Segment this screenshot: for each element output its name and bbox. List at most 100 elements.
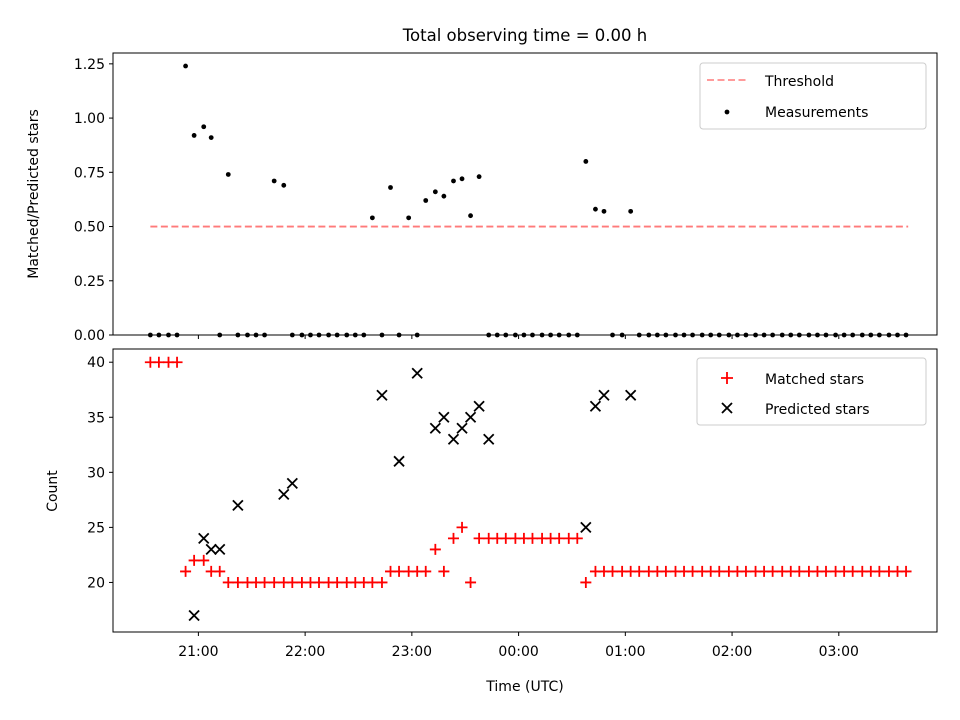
matched-star-point <box>873 565 885 577</box>
matched-star-point <box>526 532 538 544</box>
measurement-point <box>459 176 465 182</box>
predicted-star-point <box>198 532 210 545</box>
matched-star-point <box>366 576 378 588</box>
legend-predicted-label: Predicted stars <box>765 402 870 418</box>
measurement-point <box>423 198 429 203</box>
measurement-point <box>281 182 287 188</box>
top-legend-box <box>699 62 927 130</box>
matched-star-point <box>180 565 192 577</box>
top-panel: 0.00 0.25 0.50 0.75 1.00 1.25 Matched/Predict… <box>26 52 938 344</box>
x-axis-label: Time (UTC) <box>485 679 563 695</box>
measurement-point <box>208 135 214 141</box>
bottom-x-tick-label: 00:00 <box>498 644 538 660</box>
bottom-y-tick-label: 30 <box>87 465 105 481</box>
bottom-plot-area <box>144 356 912 622</box>
matched-star-point <box>713 565 725 577</box>
matched-star-point <box>376 576 388 588</box>
measurement-point <box>183 63 188 69</box>
matched-star-point <box>447 532 459 544</box>
matched-star-point <box>188 554 200 566</box>
bottom-x-tick-label: 03:00 <box>819 644 859 660</box>
predicted-star-point <box>188 609 200 622</box>
bottom-legend: Matched stars Predicted stars <box>696 357 927 426</box>
bottom-y-tick-label: 25 <box>87 520 105 536</box>
predicted-star-point <box>580 521 592 534</box>
matched-star-point <box>286 576 298 588</box>
bottom-x-tick-label: 23:00 <box>392 644 432 660</box>
chart-title: Total observing time = 0.00 h <box>402 26 647 45</box>
predicted-star-point <box>456 422 468 434</box>
measurement-point <box>468 213 473 219</box>
predicted-star-point <box>278 488 290 500</box>
top-y-axis: 0.00 0.25 0.50 0.75 1.00 1.25 <box>74 57 113 344</box>
matched-star-point <box>429 543 441 555</box>
legend-predicted-swatch <box>721 402 733 414</box>
predicted-star-point <box>411 367 423 379</box>
predicted-star-point <box>483 433 495 445</box>
top-y-axis-label: Matched/Predicted stars <box>26 109 42 279</box>
legend-threshold-label: Threshold <box>764 74 834 90</box>
predicted-star-point <box>205 543 217 556</box>
legend-matched-label: Matched stars <box>765 372 864 388</box>
matched-star-point <box>393 565 405 577</box>
bottom-x-tick-label: 21:00 <box>178 644 218 660</box>
predicted-star-point <box>473 400 485 412</box>
legend-measurements-swatch <box>724 109 730 115</box>
predicted-star-point <box>214 543 226 556</box>
legend-matched-swatch <box>721 372 733 384</box>
bottom-x-tick-label: 02:00 <box>712 644 752 660</box>
matched-star-point <box>793 565 805 577</box>
matched-star-point <box>465 576 477 588</box>
top-y-tick-label: 1.00 <box>74 111 105 127</box>
top-y-tick-label: 0.75 <box>74 165 105 181</box>
matched-star-point <box>580 576 592 588</box>
matched-star-point <box>607 565 619 577</box>
predicted-star-point <box>232 499 244 512</box>
matched-star-point <box>456 521 468 533</box>
predicted-star-point <box>438 411 450 423</box>
predicted-star-point <box>447 433 460 445</box>
matched-star-point <box>687 565 699 577</box>
bottom-y-tick-label: 40 <box>87 355 105 371</box>
measurement-point <box>225 172 231 177</box>
matched-star-point <box>198 554 210 566</box>
measurement-point <box>593 206 598 212</box>
bottom-panel: 20 25 30 35 40 21:00 22:00 23:00 00:00 01:00 02:0… <box>45 348 938 695</box>
matched-star-point <box>473 532 485 544</box>
bottom-y-tick-label: 35 <box>87 410 105 426</box>
top-y-tick-label: 0.00 <box>74 328 105 344</box>
top-legend: Threshold Measurements <box>699 62 927 130</box>
predicted-star-point <box>286 477 298 489</box>
matched-star-point <box>222 576 234 588</box>
predicted-star-point <box>464 411 477 423</box>
bottom-x-tick-label: 22:00 <box>285 644 325 660</box>
matched-star-point <box>171 356 183 368</box>
matched-star-point <box>571 532 583 544</box>
predicted-star-point <box>589 400 602 412</box>
top-y-tick-label: 0.25 <box>74 274 105 290</box>
bottom-y-axis-label: Count <box>45 470 61 512</box>
measurement-point <box>191 133 197 138</box>
measurement-point <box>583 159 589 164</box>
matched-star-point <box>660 565 672 577</box>
matched-star-point <box>438 565 450 577</box>
measurement-point <box>369 215 375 221</box>
measurement-point <box>388 185 393 190</box>
measurement-point <box>476 174 482 180</box>
matched-star-point <box>313 576 325 588</box>
measurement-point <box>201 124 207 130</box>
measurement-point <box>601 208 607 214</box>
bottom-axes-frame <box>112 348 938 633</box>
predicted-star-point <box>393 455 405 467</box>
matched-star-point <box>232 576 244 588</box>
matched-star-point <box>268 576 280 588</box>
predicted-star-point <box>625 389 637 401</box>
measurement-point <box>271 178 277 184</box>
measurement-point <box>432 189 438 195</box>
matched-star-point <box>259 576 271 588</box>
measurement-point <box>441 193 447 199</box>
matched-star-point <box>331 576 343 588</box>
predicted-star-point <box>598 389 610 401</box>
top-x-axis <box>197 335 840 339</box>
